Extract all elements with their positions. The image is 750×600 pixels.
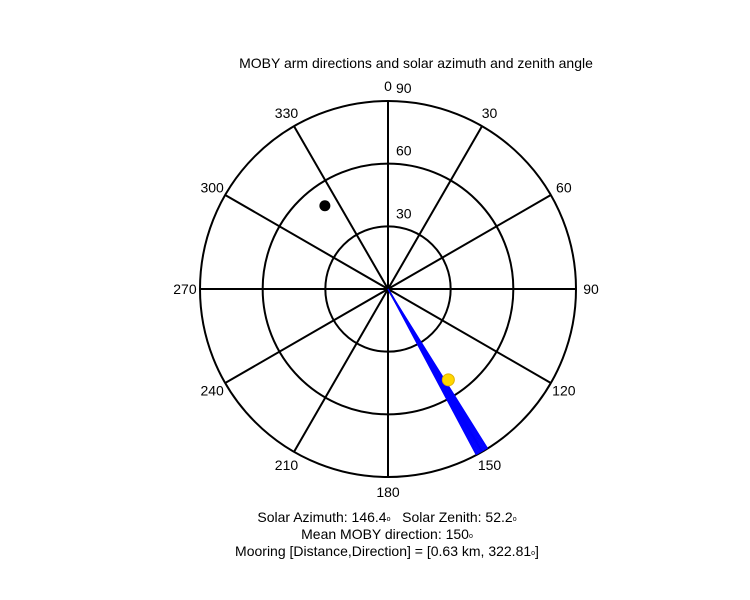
degree-symbol: o [468,533,473,540]
radial-tick-label: 90 [396,80,412,96]
angle-tick-label: 300 [200,179,224,195]
angle-tick-label: 240 [200,383,224,399]
angle-tick-label: 120 [552,383,576,399]
angle-tick-label: 90 [583,281,599,297]
angle-tick-label: 60 [556,179,572,195]
spoke-line [387,125,483,290]
mooring-marker [319,200,331,212]
degree-symbol: o [531,550,536,557]
solar-zenith-label: Solar Zenith: 52.2 [402,509,513,525]
degree-symbol: o [512,516,517,523]
degree-symbol: o [386,516,391,523]
radial-tick-label: 30 [396,205,412,221]
angle-tick-label: 210 [275,457,299,473]
angle-tick-label: 180 [376,484,400,500]
mean-direction-label: Mean MOBY direction: 150 [301,526,469,542]
mean-direction-caption: Mean MOBY direction: 150o [0,525,750,543]
chart-title: MOBY arm directions and solar azimuth an… [239,55,593,71]
spoke-line [387,194,552,290]
spoke-line [387,288,552,384]
spoke-line [224,194,389,290]
spoke-line [293,125,389,290]
mooring-label: Mooring [Distance,Direction] = [0.63 km,… [235,543,532,559]
mooring-caption: Mooring [Distance,Direction] = [0.63 km,… [0,542,750,560]
angle-tick-label: 270 [173,281,197,297]
radial-tick-label: 60 [396,143,412,159]
solar-azimuth-label: Solar Azimuth: 146.4 [257,509,387,525]
spoke-line [224,288,389,384]
angle-tick-label: 30 [482,105,498,121]
arm-direction-line [387,288,477,456]
solar-caption: Solar Azimuth: 146.4o Solar Zenith: 52.2… [0,508,750,526]
angle-tick-label: 330 [275,105,299,121]
angle-tick-label: 150 [478,457,502,473]
sun-marker [441,373,455,387]
mooring-suffix: ] [535,543,539,559]
angle-tick-label: 0 [384,78,392,94]
spoke-line [293,288,389,453]
